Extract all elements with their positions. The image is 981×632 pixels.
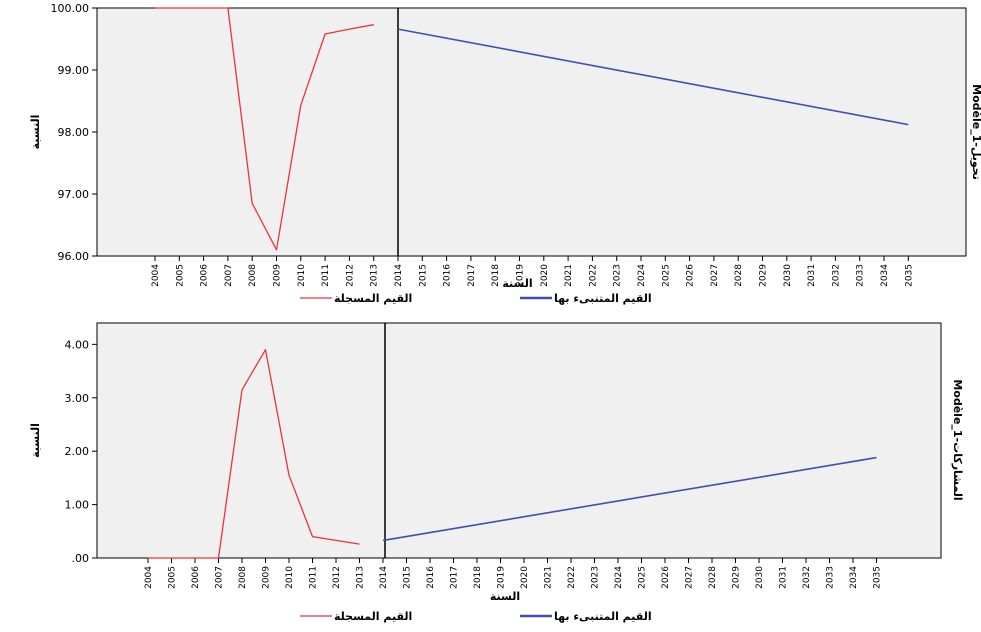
y-tick-label: 98.00: [58, 126, 90, 139]
y-tick-label: 97.00: [58, 188, 90, 201]
x-tick-label: 2019: [516, 264, 526, 287]
legend-forecast-label: القيم المتنبىء بها: [554, 292, 652, 305]
observed-series-line: [155, 7, 374, 251]
panel-side-label: Modèle_1-تحويل: [970, 84, 981, 180]
x-tick-label: 2027: [685, 566, 695, 589]
forecast-series-line: [382, 456, 877, 542]
x-tick-label: 2035: [904, 264, 914, 287]
x-axis-label: السنة: [502, 277, 532, 290]
x-tick-label: 2028: [708, 566, 718, 589]
x-tick-label: 2008: [248, 264, 258, 287]
x-tick-label: 2033: [826, 566, 836, 589]
x-tick-label: 2010: [297, 264, 307, 287]
x-tick-label: 2021: [564, 264, 574, 287]
x-axis-label: السنة: [490, 590, 520, 603]
x-tick-label: 2019: [497, 566, 507, 589]
x-tick-label: 2012: [332, 566, 342, 589]
x-tick-label: 2023: [613, 264, 623, 287]
x-tick-label: 2023: [591, 566, 601, 589]
x-tick-label: 2015: [403, 566, 413, 589]
x-tick-label: 2007: [224, 264, 234, 287]
x-tick-label: 2007: [215, 566, 225, 589]
x-tick-label: 2018: [473, 566, 483, 589]
x-tick-label: 2025: [661, 264, 671, 287]
x-tick-label: 2017: [450, 566, 460, 589]
x-tick-label: 2016: [443, 264, 453, 287]
x-tick-label: 2006: [200, 264, 210, 287]
x-tick-label: 2015: [418, 264, 428, 287]
x-tick-label: 2027: [710, 264, 720, 287]
x-tick-label: 2020: [520, 566, 530, 589]
x-tick-label: 2010: [285, 566, 295, 589]
x-tick-label: 2016: [426, 566, 436, 589]
x-tick-label: 2032: [802, 566, 812, 589]
y-tick-label: 99.00: [58, 64, 90, 77]
x-tick-label: 2033: [856, 264, 866, 287]
x-tick-label: 2011: [309, 566, 319, 589]
y-tick-label: 2.00: [65, 445, 90, 458]
x-tick-label: 2014: [394, 264, 404, 287]
x-tick-label: 2009: [262, 566, 272, 589]
forecast-series-line: [397, 28, 909, 126]
legend-observed-label: القيم المسجلة: [334, 610, 412, 623]
y-tick-label: 100.00: [51, 2, 90, 15]
y-axis-label: النسبة: [29, 423, 42, 458]
panel-side-label: Modèle_1-المشاركات: [951, 379, 964, 500]
x-tick-label: 2031: [807, 264, 817, 287]
x-tick-label: 2034: [849, 566, 859, 589]
legend-observed-label: القيم المسجلة: [334, 292, 412, 305]
x-tick-label: 2008: [238, 566, 248, 589]
x-tick-label: 2032: [831, 264, 841, 287]
x-tick-label: 2005: [175, 264, 185, 287]
x-tick-label: 2011: [321, 264, 331, 287]
x-tick-label: 2022: [567, 566, 577, 589]
x-tick-label: 2030: [783, 264, 793, 287]
x-tick-label: 2026: [686, 264, 696, 287]
y-axis-label: النسبة: [29, 115, 42, 150]
x-tick-label: 2026: [661, 566, 671, 589]
y-tick-label: 1.00: [65, 499, 90, 512]
observed-series-line: [148, 349, 360, 559]
x-tick-label: 2009: [273, 264, 283, 287]
y-tick-label: 3.00: [65, 392, 90, 405]
legend-forecast-label: القيم المتنبىء بها: [554, 610, 652, 623]
y-tick-label: 4.00: [65, 338, 90, 351]
x-tick-label: 2035: [873, 566, 883, 589]
x-tick-label: 2024: [614, 566, 624, 589]
x-tick-label: 2013: [370, 264, 380, 287]
x-tick-label: 2021: [544, 566, 554, 589]
x-tick-label: 2006: [191, 566, 201, 589]
x-tick-label: 2020: [540, 264, 550, 287]
y-tick-label: .00: [72, 552, 90, 565]
x-tick-label: 2031: [779, 566, 789, 589]
x-tick-label: 2025: [638, 566, 648, 589]
x-tick-label: 2014: [379, 566, 389, 589]
x-tick-label: 2012: [345, 264, 355, 287]
x-tick-label: 2018: [491, 264, 501, 287]
plot-area: [96, 322, 942, 559]
x-tick-label: 2029: [759, 264, 769, 287]
y-tick-label: 96.00: [58, 250, 90, 263]
x-tick-label: 2017: [467, 264, 477, 287]
x-tick-label: 2030: [755, 566, 765, 589]
x-tick-label: 2029: [732, 566, 742, 589]
x-tick-label: 2022: [588, 264, 598, 287]
x-tick-label: 2034: [880, 264, 890, 287]
x-tick-label: 2004: [151, 264, 161, 287]
x-tick-label: 2013: [356, 566, 366, 589]
x-tick-label: 2028: [734, 264, 744, 287]
x-tick-label: 2005: [168, 566, 178, 589]
plot-area: [96, 7, 967, 257]
x-tick-label: 2024: [637, 264, 647, 287]
x-tick-label: 2004: [144, 566, 154, 589]
